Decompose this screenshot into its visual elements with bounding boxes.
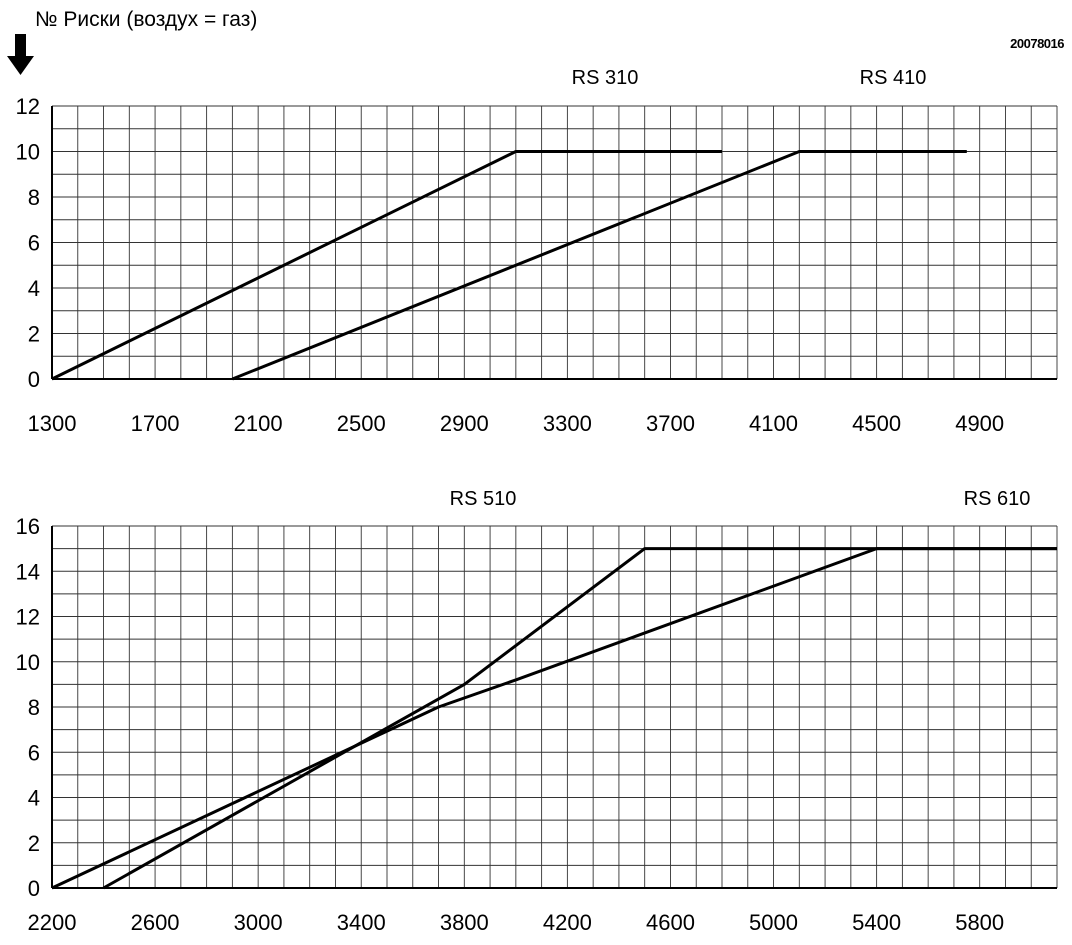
x-tick-label: 1700: [131, 411, 180, 436]
x-tick-label: 4200: [543, 910, 592, 935]
series-line-rs-410: [231, 150, 967, 381]
x-tick-label: 2100: [234, 411, 283, 436]
series-line-rs-510: [102, 547, 1057, 890]
series-line-rs-310: [51, 150, 722, 381]
x-tick-label: 3400: [337, 910, 386, 935]
y-tick-label: 4: [28, 786, 40, 811]
x-tick-label: 3700: [646, 411, 695, 436]
y-tick-label: 2: [28, 322, 40, 347]
x-tick-label: 2900: [440, 411, 489, 436]
x-tick-label: 2500: [337, 411, 386, 436]
x-tick-label: 4600: [646, 910, 695, 935]
x-tick-label: 2200: [28, 910, 77, 935]
x-tick-label: 5800: [955, 910, 1004, 935]
y-tick-label: 8: [28, 695, 40, 720]
y-tick-label: 4: [28, 276, 40, 301]
document-code: 20078016: [1010, 36, 1064, 51]
x-tick-label: 3000: [234, 910, 283, 935]
down-arrow-icon: [7, 34, 34, 75]
x-tick-label: 4100: [749, 411, 798, 436]
series-label: RS 410: [860, 67, 927, 89]
y-tick-label: 2: [28, 831, 40, 856]
chart-bottom: 0 2 4 6 8 10 12 14 16 2200 2600 3000 3400 3800 4200 460…: [16, 488, 1058, 935]
y-tick-label: 6: [28, 231, 40, 256]
x-tick-label: 1300: [28, 411, 77, 436]
y-tick-label: 12: [16, 605, 40, 630]
chart-top: 0 2 4 6 8 10 12 1300 1700 2100 2500 2900 3300 3700 410…: [16, 67, 1058, 436]
y-tick-label: 0: [28, 876, 40, 901]
series-label: RS 610: [964, 488, 1031, 510]
x-tick-label: 3300: [543, 411, 592, 436]
y-tick-label: 8: [28, 185, 40, 210]
y-tick-label: 16: [16, 514, 40, 539]
x-tick-label: 3800: [440, 910, 489, 935]
x-tick-label: 4900: [955, 411, 1004, 436]
series-label: RS 310: [572, 67, 639, 89]
y-tick-label: 10: [16, 650, 40, 675]
y-tick-label: 10: [16, 140, 40, 165]
series-label: RS 510: [450, 488, 517, 510]
y-tick-label: 0: [28, 367, 40, 392]
series-line-rs-610: [51, 547, 1057, 890]
x-tick-label: 5000: [749, 910, 798, 935]
y-tick-label: 6: [28, 740, 40, 765]
y-tick-label: 12: [16, 94, 40, 119]
x-tick-label: 2600: [131, 910, 180, 935]
page-title: № Риски (воздух = газ): [35, 8, 258, 31]
x-tick-label: 5400: [852, 910, 901, 935]
y-tick-label: 14: [16, 559, 40, 584]
x-tick-label: 4500: [852, 411, 901, 436]
